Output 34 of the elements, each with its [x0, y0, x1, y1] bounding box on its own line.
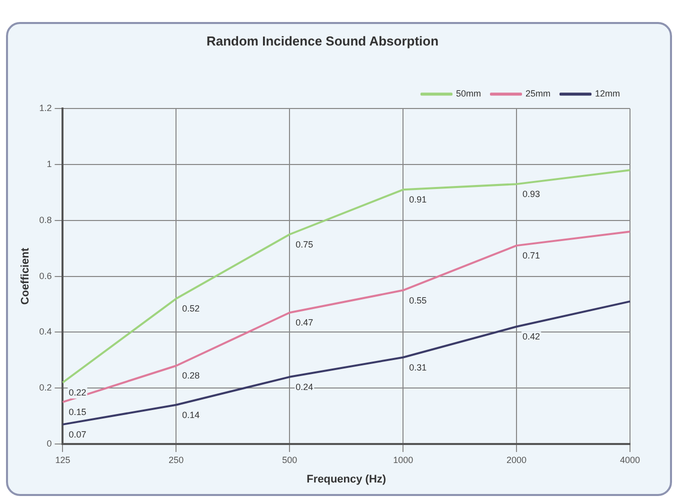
data-label: 0.71: [522, 250, 540, 261]
x-tick-label: 4000: [620, 454, 640, 465]
y-tick-label: 0.2: [39, 382, 52, 393]
data-label: 0.42: [522, 332, 540, 342]
x-tick-label: 2000: [506, 454, 527, 465]
data-label: 0.31: [409, 362, 427, 372]
y-tick-label: 0.6: [39, 270, 52, 281]
legend-label: 25mm: [525, 88, 551, 99]
y-axis-title: Coefficient: [20, 248, 32, 305]
x-tick-label: 125: [55, 454, 70, 465]
data-label: 0.55: [409, 295, 427, 306]
x-tick-label: 500: [282, 454, 298, 465]
chart-title: Random Incidence Sound Absorption: [206, 33, 439, 48]
data-label: 0.75: [296, 239, 314, 250]
x-axis-title: Frequency (Hz): [306, 473, 386, 486]
y-tick-label: 1.2: [39, 103, 52, 114]
data-label: 0.93: [522, 189, 540, 200]
data-label: 0.91: [409, 194, 427, 205]
data-label: 0.07: [68, 429, 86, 440]
y-tick-label: 0.4: [39, 326, 52, 337]
x-tick-label: 1000: [393, 454, 414, 465]
x-tick-label: 250: [168, 454, 184, 465]
data-label: 0.47: [296, 318, 314, 328]
data-label: 0.52: [182, 304, 200, 314]
data-label: 0.28: [182, 370, 200, 381]
data-label: 0.22: [68, 387, 86, 398]
y-tick-label: 0: [46, 438, 52, 448]
y-tick-label: 1: [46, 158, 52, 169]
y-tick-label: 0.8: [39, 214, 52, 225]
legend-label: 12mm: [594, 88, 620, 99]
legend-label: 50mm: [456, 88, 481, 99]
data-label: 0.14: [182, 410, 200, 420]
data-label: 0.15: [68, 407, 86, 418]
data-label: 0.24: [296, 382, 314, 392]
